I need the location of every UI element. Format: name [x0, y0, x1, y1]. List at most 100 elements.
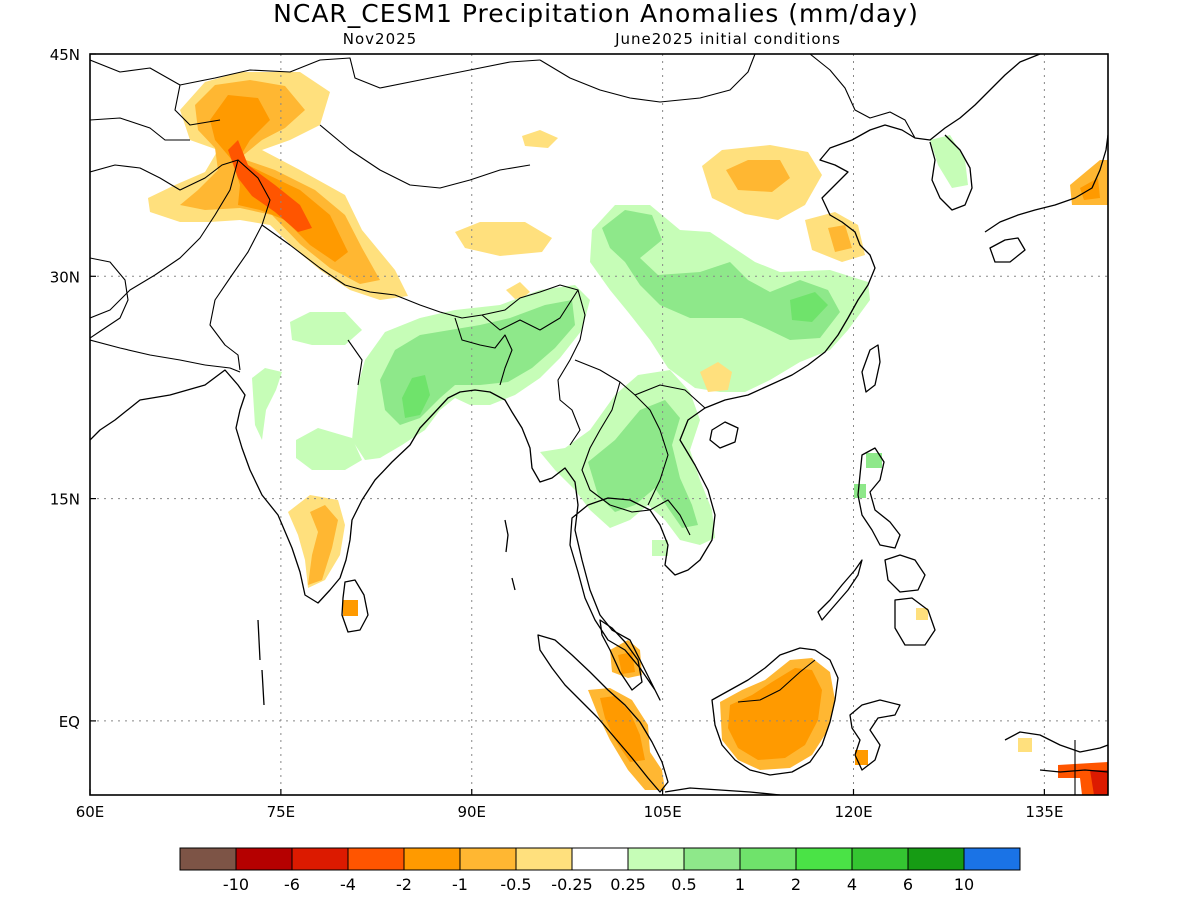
coastline-new-guinea: [1004, 731, 1108, 773]
coastline-japan: [984, 134, 1108, 263]
colorbar-label: 2: [791, 875, 801, 894]
anomaly-region-tibet-north: [522, 130, 558, 148]
colorbar-label: -0.5: [500, 875, 531, 894]
coastline-sumatra: [537, 634, 669, 793]
colorbar-label: 6: [903, 875, 913, 894]
coastline-borneo: [711, 647, 839, 776]
colorbar-swatch: [963, 847, 1021, 871]
coastline-sulawesi: [849, 699, 901, 771]
colorbar-label: -2: [396, 875, 412, 894]
coastline-hainan: [709, 421, 739, 449]
map-gridlines: [89, 53, 1108, 795]
coastline-andaman: [504, 519, 516, 591]
x-tick-label: 120E: [834, 803, 872, 821]
anomaly-region-new-guinea-dry: [1018, 738, 1032, 752]
border-india-states: [204, 339, 363, 386]
y-tick-label: 15N: [50, 491, 80, 509]
border-borneo: [737, 659, 816, 703]
colorbar-swatch: [179, 847, 237, 871]
coastline-maldives: [257, 619, 265, 706]
anomaly-region-kashmir-max: [228, 140, 312, 232]
anomaly-region-himalaya-core: [210, 95, 348, 262]
x-tick-label: 90E: [457, 803, 486, 821]
anomaly-region-mindanao-dry: [916, 608, 928, 620]
anomaly-region-laos-wet: [588, 400, 698, 528]
coastlines: [90, 54, 1108, 795]
map-title: NCAR_CESM1 Precipitation Anomalies (mm/d…: [273, 0, 919, 28]
anomaly-region-sumatra-core: [600, 696, 645, 762]
x-tick-label: 60E: [76, 803, 105, 821]
anomaly-region-gujarat-wet: [252, 368, 282, 440]
y-tick-label: 45N: [50, 46, 80, 64]
colorbar-swatch: [291, 847, 349, 871]
coastline-visayas: [884, 554, 936, 646]
colorbar-label: -6: [284, 875, 300, 894]
coastline-sri-lanka: [341, 579, 369, 633]
colorbar-label: 4: [847, 875, 857, 894]
colorbar-label: 1: [735, 875, 745, 894]
border-india-pakistan: [209, 159, 271, 371]
anomaly-region-mahanadi: [296, 428, 362, 470]
initial-conditions-label: June2025 initial conditions: [614, 30, 841, 48]
axis-tick-labels: 60E 75E 90E 105E 120E 135E 45N 30N 15N EQ: [50, 46, 1064, 821]
anomaly-region-south-india-core: [308, 505, 338, 585]
anomaly-region-north-china-core: [726, 160, 790, 192]
x-tick-label: 105E: [644, 803, 682, 821]
border-iran: [90, 257, 206, 366]
anomaly-region-korea-wet: [930, 135, 968, 188]
border-bangladesh-myanmar: [454, 289, 586, 446]
x-tick-label: 75E: [267, 803, 296, 821]
anomaly-region-luzon-wet: [866, 453, 882, 468]
anomaly-region-luzon-south: [854, 484, 866, 498]
colorbar: -10 -6 -4 -2 -1 -0.5 -0.25 0.25 0.5 1 2 4 6 10: [179, 847, 1021, 894]
colorbar-swatch: [571, 847, 629, 871]
colorbar-swatch: [795, 847, 853, 871]
anomaly-region-shandong-core: [828, 225, 852, 252]
colorbar-swatch: [907, 847, 965, 871]
anomaly-region-yangtze-core: [602, 210, 840, 340]
colorbar-label: -0.25: [551, 875, 592, 894]
coastline-malaya: [599, 619, 643, 691]
colorbar-label: 0.25: [610, 875, 646, 894]
colorbar-label: 0.5: [671, 875, 696, 894]
colorbar-swatch: [851, 847, 909, 871]
border-central-asia: [90, 57, 541, 141]
anomaly-region-central-india-wet: [290, 312, 362, 345]
colorbar-swatch: [459, 847, 517, 871]
colorbar-swatch: [403, 847, 461, 871]
coastline-korea: [929, 134, 973, 211]
anomaly-region-yangtze-max: [790, 292, 828, 322]
anomaly-region-cambodia-small: [652, 540, 668, 556]
map-frame: [89, 53, 1109, 796]
anomaly-region-borneo-core: [728, 668, 822, 760]
coastline-luzon: [857, 447, 901, 549]
colorbar-label: -4: [340, 875, 356, 894]
anomaly-shading: [148, 72, 1108, 795]
colorbar-label: 10: [954, 875, 974, 894]
anomaly-region-orissa-max: [402, 375, 430, 418]
border-northeast: [809, 54, 916, 139]
border-indochina: [574, 359, 706, 506]
anomaly-region-sulawesi-dry: [855, 750, 868, 765]
anomaly-region-sri-lanka-dry: [343, 600, 358, 616]
anomaly-region-tibet-south: [455, 222, 552, 256]
coastline-taiwan: [861, 344, 881, 393]
colorbar-swatch: [515, 847, 573, 871]
border-afghanistan-pakistan: [90, 159, 239, 319]
border-thailand-cambodia: [609, 499, 691, 536]
anomaly-region-yunnan-dry: [700, 362, 732, 392]
colorbar-swatch: [347, 847, 405, 871]
colorbar-swatch: [235, 847, 293, 871]
anomaly-region-new-guinea-max: [1090, 770, 1108, 795]
colorbar-swatch: [627, 847, 685, 871]
colorbar-swatch: [683, 847, 741, 871]
political-borders: [90, 54, 1076, 795]
x-tick-label: 135E: [1025, 803, 1063, 821]
colorbar-label: -10: [223, 875, 249, 894]
border-india-nepal-china: [261, 224, 579, 319]
colorbar-swatch: [739, 847, 797, 871]
coastline-java: [664, 787, 781, 795]
forecast-month: Nov2025: [343, 30, 417, 48]
y-tick-label: EQ: [59, 713, 80, 731]
